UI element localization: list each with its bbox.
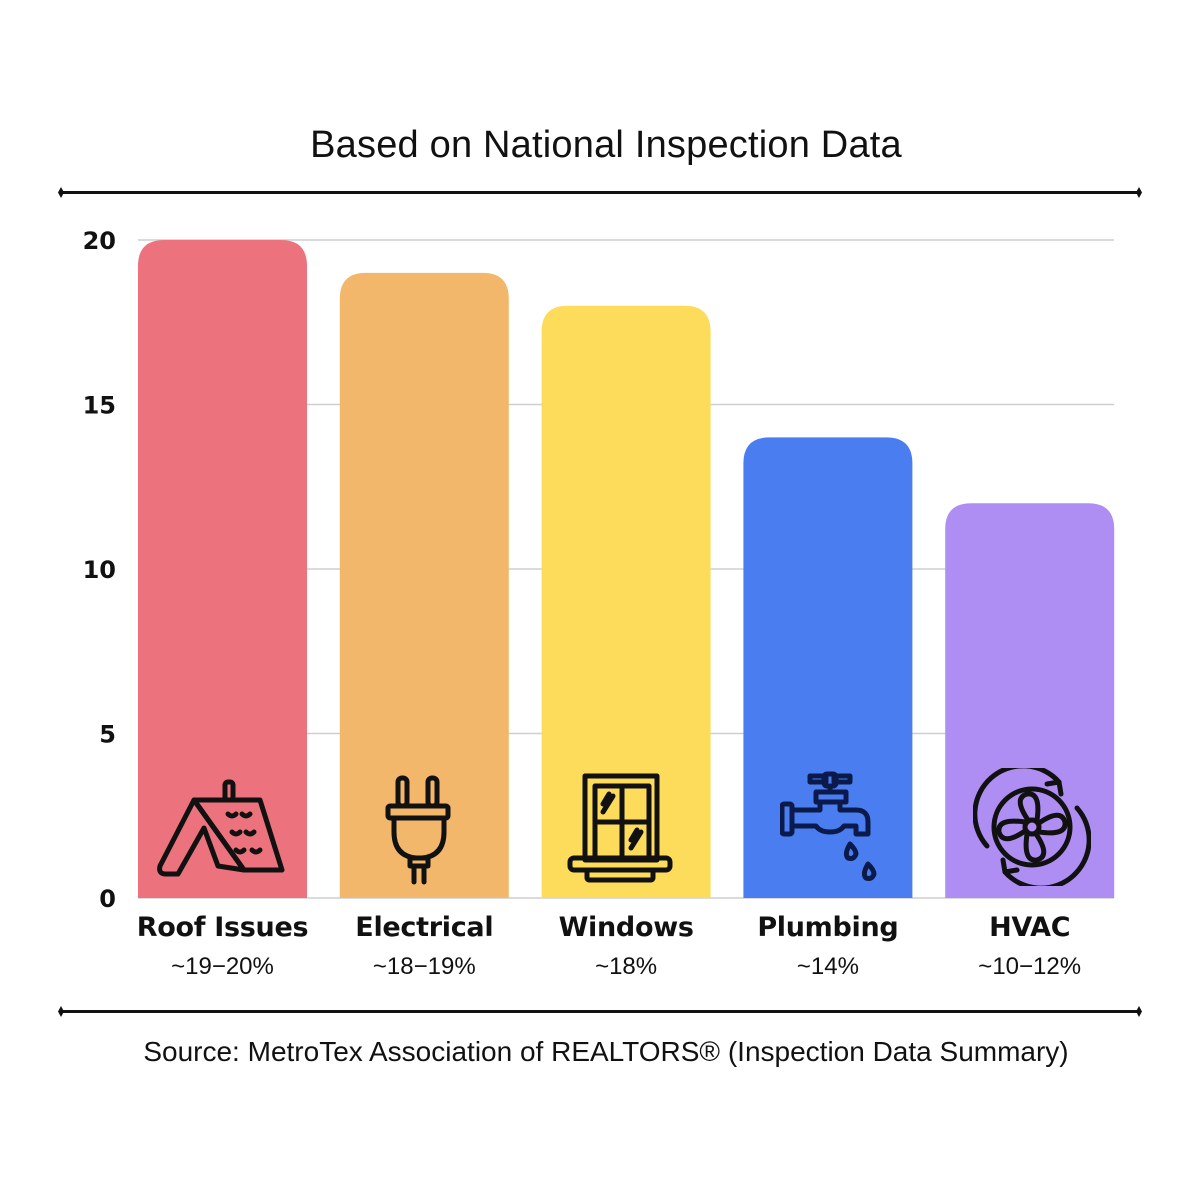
data-label: ~14%	[796, 953, 859, 980]
bar-plumbing	[743, 437, 913, 898]
bottom-divider	[62, 1010, 1138, 1013]
x-tick-label: Roof Issues	[136, 912, 309, 943]
y-tick-label: 15	[83, 392, 116, 420]
data-label: ~18%	[595, 953, 658, 980]
top-divider	[62, 191, 1138, 194]
fan-icon	[972, 763, 1092, 891]
x-tick-label: HVAC	[989, 912, 1071, 943]
y-tick-label: 0	[99, 885, 116, 913]
bar-electrical	[339, 272, 509, 898]
faucet-icon	[779, 770, 880, 887]
x-tick-label: Windows	[558, 912, 694, 943]
y-tick-label: 20	[83, 227, 116, 255]
y-axis-ticks: 0 5 10 15 20	[83, 227, 116, 913]
bar-windows	[541, 305, 711, 898]
source-note: Source: MetroTex Association of REALTORS…	[143, 1036, 1069, 1067]
data-label: ~10−12%	[978, 953, 1082, 980]
plug-icon	[384, 774, 454, 891]
x-tick-label: Plumbing	[757, 912, 899, 943]
y-tick-label: 5	[99, 721, 116, 749]
chart-title: Based on National Inspection Data	[310, 124, 902, 166]
x-tick-label: Electrical	[355, 912, 494, 943]
y-tick-label: 10	[83, 556, 116, 584]
roof-icon	[156, 778, 286, 893]
data-label: ~19−20%	[171, 953, 274, 980]
bars	[138, 240, 1115, 898]
data-label: ~18−19%	[372, 953, 476, 980]
bar-roof-issues	[138, 240, 307, 898]
bar-hvac	[945, 503, 1115, 898]
window-icon	[567, 772, 673, 889]
